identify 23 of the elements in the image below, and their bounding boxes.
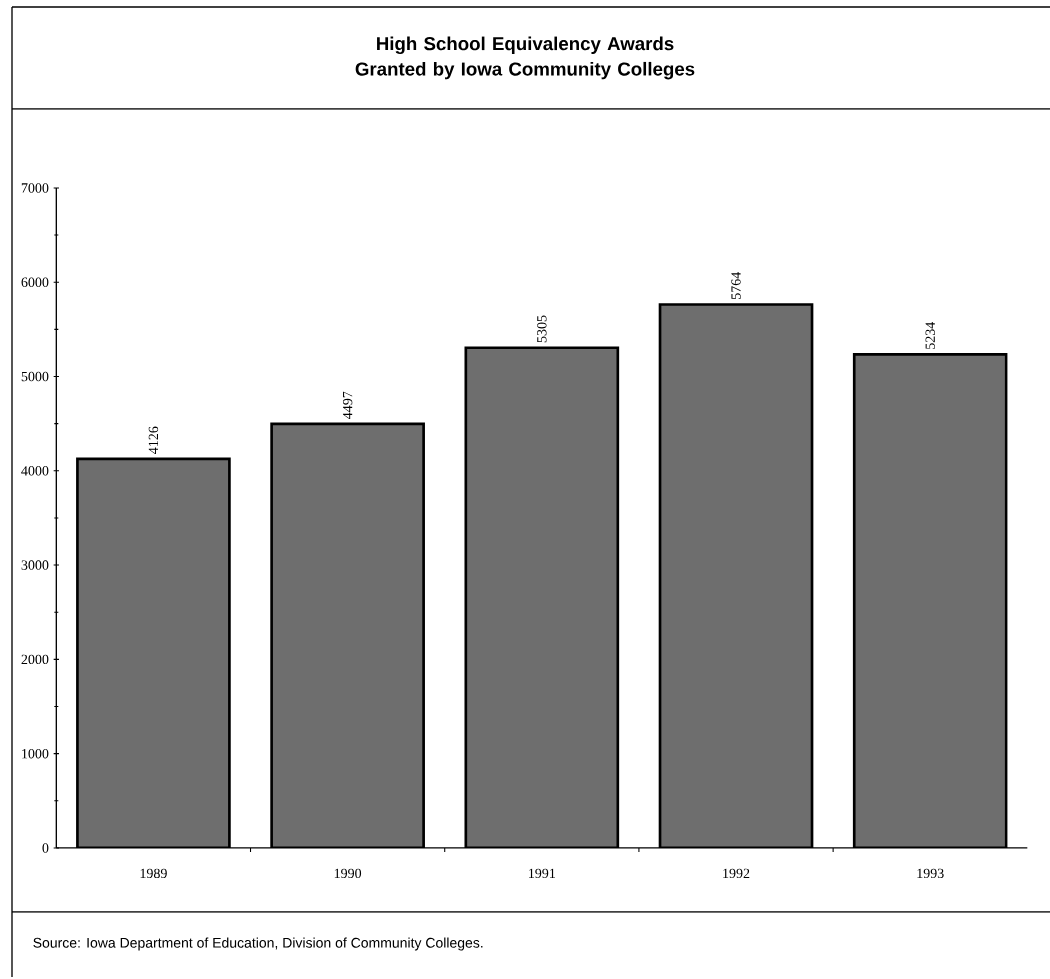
y-tick-label: 3000 <box>21 560 49 570</box>
data-label: 5305 <box>537 315 547 343</box>
y-tick-label: 5000 <box>21 371 49 382</box>
y-tick-label: 7000 <box>21 183 49 193</box>
y-tick-label: 2000 <box>21 654 49 665</box>
x-tick-label: 1991 <box>529 868 555 879</box>
chart-title: High School Equivalency Awards Granted by Iowa Community Colleges <box>355 36 695 80</box>
data-label: 4126 <box>148 426 159 454</box>
x-tick-label: 1993 <box>917 868 944 879</box>
bar <box>270 422 425 848</box>
bar <box>76 457 231 848</box>
source-note: Source: Iowa Department of Education, Division of Community Colleges. <box>33 937 483 951</box>
y-tick-label: 6000 <box>21 277 49 287</box>
data-label: 4497 <box>342 391 353 419</box>
y-tick-label: 1000 <box>22 748 49 759</box>
y-tick-label: 0 <box>42 843 49 853</box>
data-label: 5234 <box>925 321 935 349</box>
data-label: 5764 <box>731 271 741 299</box>
bar <box>658 303 814 848</box>
x-tick-label: 1989 <box>140 868 167 879</box>
y-tick-label: 4000 <box>21 466 49 476</box>
x-tick-label: 1990 <box>334 868 362 879</box>
x-tick-label: 1992 <box>723 868 750 879</box>
